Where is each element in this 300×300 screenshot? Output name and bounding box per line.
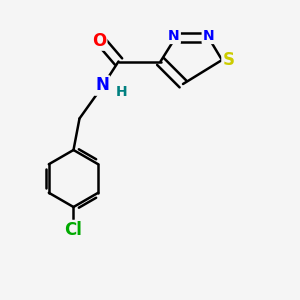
Text: N: N bbox=[203, 29, 214, 43]
Text: S: S bbox=[223, 51, 235, 69]
Text: O: O bbox=[92, 32, 106, 50]
Text: H: H bbox=[116, 85, 127, 98]
Text: N: N bbox=[168, 29, 180, 43]
Text: N: N bbox=[95, 76, 109, 94]
Text: Cl: Cl bbox=[64, 221, 82, 239]
